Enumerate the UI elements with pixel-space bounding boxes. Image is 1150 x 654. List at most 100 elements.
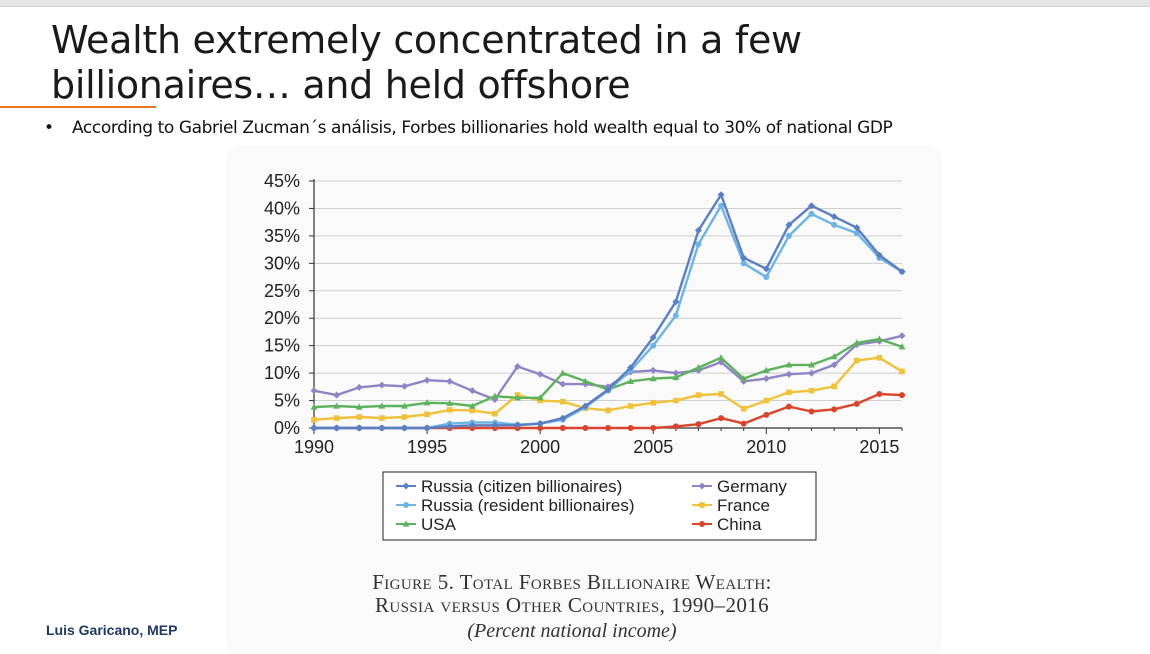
data-point-france-2009 xyxy=(740,405,747,412)
data-point-germany-2010 xyxy=(762,375,770,383)
data-point-usa-2014 xyxy=(853,339,861,346)
data-point-france-2003 xyxy=(605,407,611,414)
slide-title-line-1: Wealth extremely concentrated in a few xyxy=(51,18,802,62)
data-point-china-2011 xyxy=(785,403,792,410)
data-point-russia-citizen-billionaires-2007 xyxy=(694,226,702,234)
data-point-usa-2001 xyxy=(559,369,567,376)
data-point-france-1990 xyxy=(311,416,317,423)
data-point-usa-1990 xyxy=(310,403,318,410)
chart-series xyxy=(310,191,906,432)
data-point-russia-citizen-billionaires-2011 xyxy=(785,221,793,229)
data-point-usa-2000 xyxy=(536,394,544,401)
legend-label-france: France xyxy=(717,496,770,515)
data-point-usa-1995 xyxy=(423,399,431,406)
data-point-usa-1994 xyxy=(401,402,408,409)
data-point-russia-citizen-billionaires-1994 xyxy=(400,424,408,432)
legend-label-russia-resident-billionaires: Russia (resident billionaires) xyxy=(421,496,635,515)
data-point-germany-1996 xyxy=(446,377,454,385)
data-point-france-2007 xyxy=(695,392,702,398)
data-point-china-2010 xyxy=(763,411,770,418)
data-point-china-2004 xyxy=(627,425,634,431)
data-point-china-2015 xyxy=(876,390,883,397)
data-point-germany-2013 xyxy=(830,361,838,369)
slide-title: Wealth extremely concentrated in a few b… xyxy=(51,18,1051,108)
data-point-usa-2009 xyxy=(740,375,748,382)
data-point-usa-1993 xyxy=(378,402,386,409)
data-point-russia-citizen-billionaires-2005 xyxy=(649,333,657,341)
data-point-russia-resident-billionaires-2008 xyxy=(718,202,725,209)
data-point-germany-2000 xyxy=(536,370,544,378)
data-point-russia-citizen-billionaires-1999 xyxy=(514,421,522,429)
data-point-usa-2005 xyxy=(649,375,657,382)
data-point-france-2006 xyxy=(673,397,679,404)
data-point-usa-1991 xyxy=(333,402,341,409)
legend-box xyxy=(382,471,817,541)
data-point-china-2000 xyxy=(537,425,544,431)
data-point-france-1993 xyxy=(379,415,385,421)
legend-label-china: China xyxy=(717,515,762,534)
y-tick-label-0: 0% xyxy=(274,418,300,438)
data-point-china-2016 xyxy=(899,392,905,399)
data-point-china-2013 xyxy=(831,406,838,413)
y-tick-label-40: 40% xyxy=(264,198,300,218)
legend-label-usa: USA xyxy=(421,515,457,534)
data-point-france-2000 xyxy=(537,397,543,404)
data-point-russia-resident-billionaires-2010 xyxy=(763,274,770,281)
data-point-germany-2006 xyxy=(672,369,680,377)
data-point-russia-citizen-billionaires-1996 xyxy=(446,422,454,430)
data-point-china-2008 xyxy=(718,415,725,422)
data-point-russia-citizen-billionaires-2016 xyxy=(898,268,906,276)
y-tick-label-20: 20% xyxy=(264,308,300,328)
data-point-usa-2006 xyxy=(672,373,680,381)
data-point-france-2005 xyxy=(650,399,657,406)
legend-marker-france xyxy=(699,502,705,508)
data-point-usa-2011 xyxy=(785,361,793,368)
legend-marker-russia-resident-billionaires xyxy=(403,502,409,508)
data-point-usa-2007 xyxy=(695,364,702,371)
data-point-russia-citizen-billionaires-2013 xyxy=(830,213,838,221)
legend-marker-usa xyxy=(402,520,410,527)
data-point-france-2013 xyxy=(831,383,837,390)
series-line-russia-resident-billionaires xyxy=(314,204,903,430)
data-point-usa-2013 xyxy=(830,353,838,360)
data-point-france-1996 xyxy=(446,407,453,413)
data-point-russia-citizen-billionaires-1998 xyxy=(491,421,499,429)
y-tick-label-25: 25% xyxy=(264,281,300,301)
data-point-france-2010 xyxy=(763,397,770,404)
data-point-germany-1992 xyxy=(355,383,363,391)
x-tick-label-2000: 2000 xyxy=(520,437,560,457)
legend-marker-russia-citizen-billionaires xyxy=(402,482,410,490)
data-point-germany-1999 xyxy=(514,363,522,371)
data-point-france-1997 xyxy=(469,407,476,414)
data-point-usa-1996 xyxy=(446,399,454,406)
data-point-usa-1997 xyxy=(468,402,476,409)
data-point-usa-1992 xyxy=(355,403,363,410)
data-point-france-1994 xyxy=(401,414,408,420)
data-point-russia-citizen-billionaires-1993 xyxy=(378,424,386,432)
data-point-usa-2004 xyxy=(627,377,635,384)
data-point-russia-resident-billionaires-2009 xyxy=(740,260,747,267)
slide-title-line-2: billionaires… and held offshore xyxy=(51,63,631,107)
data-point-france-2011 xyxy=(786,389,792,396)
data-point-russia-resident-billionaires-2007 xyxy=(695,241,702,248)
footer-author: Luis Garicano, MEP xyxy=(46,622,178,638)
data-point-russia-citizen-billionaires-1997 xyxy=(468,421,476,429)
data-point-russia-citizen-billionaires-1990 xyxy=(310,424,318,432)
x-tick-label-1995: 1995 xyxy=(407,437,447,457)
legend-marker-china xyxy=(699,521,705,527)
data-point-russia-citizen-billionaires-2010 xyxy=(762,265,770,273)
caption-line-3: (Percent national income) xyxy=(467,620,677,642)
data-point-germany-1991 xyxy=(333,391,341,399)
data-point-usa-2012 xyxy=(808,361,815,368)
y-tick-label-35: 35% xyxy=(264,226,300,246)
data-point-russia-citizen-billionaires-2008 xyxy=(717,191,725,199)
data-point-china-2012 xyxy=(808,408,815,415)
data-point-germany-1994 xyxy=(400,382,408,390)
data-point-germany-1997 xyxy=(468,387,476,395)
figure-panel xyxy=(226,146,942,654)
data-point-china-2003 xyxy=(605,425,611,431)
bullet-marker: • xyxy=(44,118,54,138)
bullet-text: According to Gabriel Zucman´s análisis, … xyxy=(72,118,893,138)
data-point-russia-resident-billionaires-2013 xyxy=(831,221,838,228)
